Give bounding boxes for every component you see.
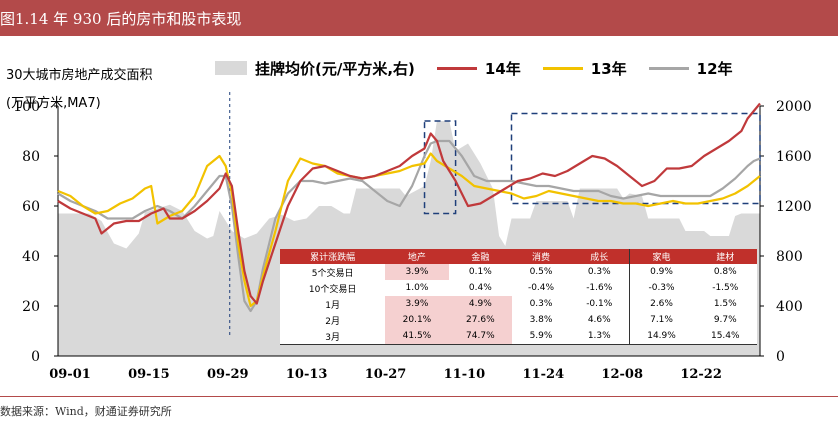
stats-cell: 14.9% — [628, 328, 694, 345]
legend-swatch-area — [215, 61, 247, 75]
legend-item-area: 挂牌均价(元/平方米,右) — [215, 58, 415, 79]
stats-row: 2月 20.1% 27.6% 3.8% 4.6% 7.1% 9.7% — [280, 312, 757, 328]
legend-item-14: 14年 — [436, 58, 521, 79]
stats-cell: 0.8% — [713, 267, 737, 277]
legend-label-12: 12年 — [696, 59, 733, 78]
y-left-tick-label: 20 — [22, 299, 40, 315]
x-tick-label: 10-27 — [365, 367, 407, 382]
chart-title: 图1.14 年 930 后的房市和股市表现 — [0, 10, 242, 28]
legend-item-13: 13年 — [542, 58, 627, 79]
legend: 挂牌均价(元/平方米,右) 14年 13年 12年 — [215, 54, 755, 82]
y-right-tick-label: 800 — [776, 249, 803, 265]
stats-cell: 0.3% — [587, 267, 611, 277]
stats-row-label: 3月 — [280, 328, 386, 345]
stats-cell: 41.5% — [385, 328, 449, 345]
stats-cell: 9.7% — [713, 315, 737, 325]
stats-cell: 0.5% — [529, 267, 553, 277]
stats-header-cell: 建材 — [693, 249, 757, 264]
stats-cell: 3.9% — [385, 296, 449, 312]
y-left-tick-label: 0 — [31, 349, 40, 365]
stats-cell: 7.1% — [628, 312, 694, 328]
legend-label-14: 14年 — [484, 59, 521, 78]
y-left-axis-label-line1: 30大城市房地产成交面积 — [6, 68, 153, 83]
stats-header-cell: 地产 — [385, 249, 449, 264]
stats-header-cell: 家电 — [628, 249, 694, 264]
stats-cell: 4.6% — [587, 315, 611, 325]
stats-cell: 0.1% — [468, 267, 492, 277]
stats-header-row: 累计涨跌幅 地产 金融 消费 成长 家电 建材 — [280, 249, 757, 264]
y-left-tick-label: 40 — [22, 249, 40, 265]
y-right-tick-label: 1200 — [776, 199, 812, 215]
legend-swatch-14 — [436, 66, 477, 70]
series-line-14 — [57, 102, 761, 305]
stats-cell: -0.3% — [628, 280, 694, 296]
stats-cell: 0.3% — [529, 299, 553, 309]
stats-cell: 20.1% — [385, 312, 449, 328]
stats-row: 5个交易日 3.9% 0.1% 0.5% 0.3% 0.9% 0.8% — [280, 264, 757, 280]
y-left-axis-label: 30大城市房地产成交面积 (万平方米,MA7) — [6, 62, 153, 118]
y-left-tick-label: 60 — [22, 199, 40, 215]
stats-cell: 3.8% — [529, 315, 553, 325]
x-tick-label: 09-29 — [207, 367, 249, 382]
stats-cell: 1.0% — [405, 283, 429, 293]
y-right-tick-label: 0 — [776, 349, 785, 365]
y-left-axis-label-line2: (万平方米,MA7) — [6, 96, 101, 111]
stats-body: 5个交易日 3.9% 0.1% 0.5% 0.3% 0.9% 0.8% 10个交易日 1.0% 0… — [280, 264, 757, 345]
stats-cell: 4.9% — [448, 296, 513, 312]
stats-cell: 0.9% — [628, 264, 694, 280]
stats-header-cell: 成长 — [569, 249, 630, 264]
stats-cell: -0.4% — [527, 283, 555, 293]
stats-header-cell: 累计涨跌幅 — [280, 249, 386, 264]
stats-cell: 5.9% — [512, 328, 570, 345]
y-right-tick-label: 2000 — [776, 99, 812, 115]
stats-row-label: 5个交易日 — [311, 268, 354, 279]
stats-cell: 0.4% — [468, 283, 492, 293]
y-left-tick-label: 100 — [13, 99, 40, 115]
x-tick-label: 10-13 — [286, 367, 328, 382]
stats-cell: -1.6% — [586, 283, 613, 293]
series-line-13 — [57, 152, 761, 308]
stats-row-label: 2月 — [325, 316, 340, 327]
stats-header-cell: 金融 — [448, 249, 513, 264]
stats-cell: 15.4% — [693, 328, 757, 345]
y-left-tick-label: 80 — [22, 149, 40, 165]
stats-cell: 1.3% — [569, 328, 630, 345]
stats-row: 1月 3.9% 4.9% 0.3% -0.1% 2.6% 1.5% — [280, 296, 757, 312]
x-tick-label: 09-01 — [49, 367, 91, 382]
y-right-tick-label: 1600 — [776, 149, 812, 165]
stats-row: 3月 41.5% 74.7% 5.9% 1.3% 14.9% 15.4% — [280, 328, 757, 345]
bottom-rule — [0, 396, 838, 397]
stats-row: 10个交易日 1.0% 0.4% -0.4% -1.6% -0.3% -1.5% — [280, 280, 757, 296]
legend-label-area: 挂牌均价(元/平方米,右) — [255, 59, 415, 78]
source-note: 数据来源：Wind，财通证券研究所 — [0, 405, 172, 418]
legend-item-12: 12年 — [648, 58, 733, 79]
annotation-dashed-box — [423, 120, 457, 215]
y-right-tick-label: 400 — [776, 299, 803, 315]
stats-cell: 3.9% — [385, 264, 449, 280]
legend-swatch-12 — [648, 66, 689, 70]
stats-cell: 2.6% — [628, 296, 694, 312]
stats-row-label: 1月 — [325, 300, 340, 311]
stats-cell: 1.5% — [713, 299, 737, 309]
series-line-12 — [57, 139, 761, 313]
legend-swatch-13 — [542, 66, 583, 70]
x-tick-label: 12-08 — [601, 367, 643, 382]
stats-cell: 27.6% — [448, 312, 513, 328]
x-tick-label: 12-22 — [680, 367, 722, 382]
x-tick-label: 11-10 — [444, 367, 486, 382]
title-bar: 图1.14 年 930 后的房市和股市表现 — [0, 0, 838, 36]
stats-row-label: 10个交易日 — [308, 284, 357, 295]
stats-cell: -0.1% — [586, 299, 613, 309]
x-tick-label: 09-15 — [128, 367, 170, 382]
stats-cell: 74.7% — [448, 328, 513, 345]
stats-table: 累计涨跌幅 地产 金融 消费 成长 家电 建材 5个交易日 3.9% 0.1% 0.5% 0.3% 0… — [280, 249, 757, 345]
x-tick-label: 11-24 — [523, 367, 565, 382]
stats-header-cell: 消费 — [512, 249, 570, 264]
stats-cell: -1.5% — [712, 283, 739, 293]
legend-label-13: 13年 — [590, 59, 627, 78]
